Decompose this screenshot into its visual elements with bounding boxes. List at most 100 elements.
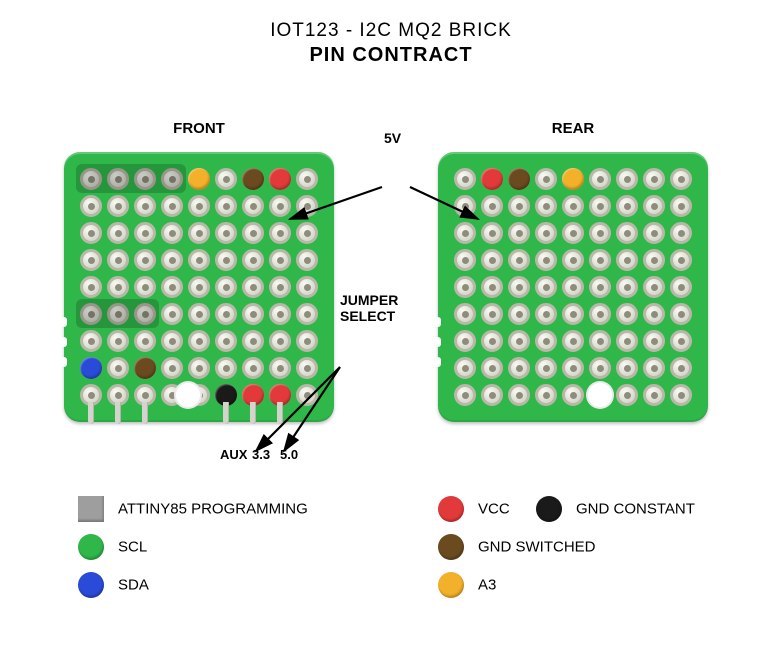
- pin-gnd_sw: [242, 168, 264, 190]
- pin-a3: [562, 168, 584, 190]
- pad: [562, 330, 584, 352]
- pad: [535, 168, 557, 190]
- pad: [134, 330, 156, 352]
- pad: [670, 195, 692, 217]
- pad: [242, 222, 264, 244]
- pad: [535, 303, 557, 325]
- pad: [589, 195, 611, 217]
- pad: [562, 276, 584, 298]
- pad: [242, 330, 264, 352]
- pad: [188, 303, 210, 325]
- circle-swatch: [438, 534, 464, 560]
- pad: [215, 249, 237, 271]
- pad: [454, 357, 476, 379]
- legend-text: SDA: [118, 577, 149, 594]
- pad: [296, 276, 318, 298]
- pad: [269, 249, 291, 271]
- pin-tail: [250, 402, 256, 424]
- pad: [215, 357, 237, 379]
- legend-text: SCL: [118, 539, 147, 556]
- pad: [616, 168, 638, 190]
- pad: [134, 276, 156, 298]
- pad: [269, 357, 291, 379]
- pad: [107, 249, 129, 271]
- pad: [535, 222, 557, 244]
- pad: [188, 222, 210, 244]
- pad: [454, 303, 476, 325]
- pcb-rear: [438, 152, 708, 422]
- pad: [161, 357, 183, 379]
- pin-tail: [223, 402, 229, 424]
- pin-tail: [277, 402, 283, 424]
- pin-sda: [80, 357, 102, 379]
- pad: [670, 222, 692, 244]
- pad: [535, 384, 557, 406]
- pad: [562, 222, 584, 244]
- callout-jumper: JUMPER SELECT: [340, 292, 398, 324]
- mounting-hole: [586, 381, 614, 409]
- pad: [508, 249, 530, 271]
- legend-sda: SDA: [78, 572, 149, 598]
- circle-swatch: [438, 572, 464, 598]
- legend-text: GND CONSTANT: [576, 501, 695, 518]
- pad: [616, 303, 638, 325]
- pad: [616, 195, 638, 217]
- page-title: IOT123 - I2C MQ2 BRICK: [0, 20, 782, 42]
- pad: [562, 357, 584, 379]
- pad: [589, 357, 611, 379]
- pad: [535, 249, 557, 271]
- pad: [589, 168, 611, 190]
- pad: [134, 222, 156, 244]
- pad: [454, 195, 476, 217]
- pin-gnd_sw: [134, 357, 156, 379]
- legend-text: ATTINY85 PROGRAMMING: [118, 501, 308, 518]
- pad: [454, 222, 476, 244]
- pad: [242, 357, 264, 379]
- pad: [643, 303, 665, 325]
- pad: [535, 357, 557, 379]
- pad: [80, 276, 102, 298]
- pad: [508, 384, 530, 406]
- pad: [269, 303, 291, 325]
- pad: [215, 303, 237, 325]
- legend-text: A3: [478, 577, 496, 594]
- pad: [562, 384, 584, 406]
- pad: [616, 357, 638, 379]
- circle-swatch: [78, 572, 104, 598]
- pad: [481, 357, 503, 379]
- pad: [269, 330, 291, 352]
- pad: [242, 195, 264, 217]
- legend-gnd_const: GND CONSTANT: [536, 496, 695, 522]
- pad: [161, 222, 183, 244]
- pad: [188, 357, 210, 379]
- pad: [188, 276, 210, 298]
- pad: [296, 303, 318, 325]
- pad: [616, 276, 638, 298]
- pad: [589, 249, 611, 271]
- pad: [134, 195, 156, 217]
- pad: [643, 222, 665, 244]
- pad: [269, 276, 291, 298]
- callout-5v: 5V: [384, 130, 401, 146]
- pad: [589, 222, 611, 244]
- pad: [296, 330, 318, 352]
- pad: [188, 195, 210, 217]
- circle-swatch: [536, 496, 562, 522]
- pad: [535, 276, 557, 298]
- pad: [161, 195, 183, 217]
- pad: [481, 276, 503, 298]
- circle-swatch: [438, 496, 464, 522]
- pinlabel-33: 3.3: [252, 447, 270, 462]
- pad: [670, 330, 692, 352]
- attiny-prog-region: [76, 164, 186, 193]
- legend-vcc: VCC: [438, 496, 510, 522]
- pad: [562, 249, 584, 271]
- pad: [454, 168, 476, 190]
- circle-swatch: [78, 534, 104, 560]
- pad: [643, 249, 665, 271]
- pad: [242, 276, 264, 298]
- attiny-prog-region: [76, 299, 159, 328]
- pad: [481, 384, 503, 406]
- pad: [454, 249, 476, 271]
- pad: [643, 276, 665, 298]
